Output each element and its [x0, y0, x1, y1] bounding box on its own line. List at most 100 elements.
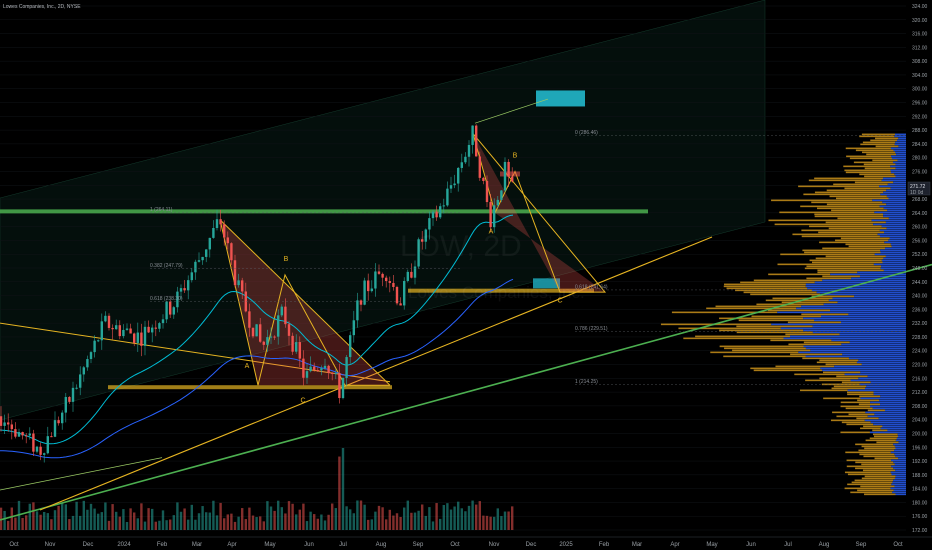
- time-tick-label: Oct: [9, 542, 19, 548]
- volume-bar: [25, 515, 28, 530]
- profile-bar-sell: [864, 167, 896, 170]
- candle-body: [17, 432, 21, 437]
- profile-bar-buy: [886, 195, 906, 198]
- pattern2-lines: [472, 133, 607, 293]
- volume-bar: [136, 518, 139, 530]
- price-axis[interactable]: 324.00 320.00 316.00 312.00 308.00 304.00 300.…: [912, 4, 928, 534]
- price-tick-label: 280.00: [912, 156, 928, 162]
- volume-bar: [100, 512, 103, 530]
- profile-bar-buy: [895, 167, 906, 170]
- volume-bar: [316, 518, 319, 530]
- time-axis[interactable]: Oct Nov Dec 2024 Feb Mar Apr May Jun Jul Aug Sep Oct…: [9, 542, 903, 548]
- volume-bar: [176, 502, 179, 530]
- profile-bar-buy: [807, 287, 906, 290]
- candle-body: [237, 280, 240, 286]
- profile-bar-sell: [814, 177, 884, 180]
- candle-body: [233, 260, 237, 286]
- candle-body: [208, 237, 211, 250]
- pattern1-lines: [219, 219, 390, 386]
- volume-bar: [237, 516, 240, 530]
- profile-bar-buy: [860, 397, 906, 400]
- volume-bar: [338, 456, 341, 530]
- profile-bar-sell: [770, 339, 832, 342]
- volume-bar: [431, 521, 435, 530]
- candle-body: [367, 280, 370, 292]
- candle-body: [97, 340, 100, 342]
- profile-bar-buy: [805, 355, 906, 358]
- candle-body: [338, 373, 341, 399]
- watermark-company: Lowes Companies, Inc.: [408, 283, 585, 302]
- profile-bar-sell: [753, 369, 823, 372]
- profile-bar-sell: [811, 295, 855, 298]
- profile-bar-sell: [863, 455, 896, 458]
- volume-bar: [251, 515, 255, 530]
- watermark-ticker: LOW, 2D: [400, 230, 522, 263]
- profile-bar-buy: [879, 185, 906, 188]
- profile-bar-buy: [895, 455, 906, 458]
- candle-body: [320, 368, 323, 371]
- profile-bar-buy: [849, 341, 906, 344]
- profile-bar-sell: [855, 149, 894, 152]
- profile-bar-sell: [851, 481, 893, 484]
- price-tick-label: 204.00: [912, 418, 928, 424]
- profile-bar-buy: [820, 293, 906, 296]
- profile-bar-buy: [894, 453, 906, 456]
- candle-body: [50, 436, 53, 438]
- time-tick-label: Nov: [45, 542, 56, 548]
- profile-bar-buy: [798, 351, 906, 354]
- candle-body: [395, 286, 399, 304]
- volume-bar: [345, 506, 348, 530]
- profile-bar-buy: [894, 485, 906, 488]
- volume-bar: [39, 514, 42, 530]
- fib-label: 0 (286.46): [575, 130, 598, 136]
- profile-bar-sell: [845, 243, 891, 246]
- profile-bar-buy: [828, 299, 906, 302]
- profile-bar-sell: [794, 373, 845, 376]
- profile-bar-buy: [873, 393, 906, 396]
- profile-bar-sell: [840, 431, 870, 434]
- candle-body: [334, 373, 337, 375]
- profile-bar-buy: [812, 331, 906, 334]
- profile-bar-buy: [891, 155, 906, 158]
- volume-bar: [460, 508, 463, 530]
- volume-bar: [3, 510, 6, 530]
- profile-bar-buy: [816, 291, 906, 294]
- profile-bar-buy: [886, 203, 906, 206]
- candle-body: [291, 335, 294, 352]
- volume-bar: [7, 520, 10, 530]
- volume-bar: [205, 512, 208, 530]
- candle-body: [89, 352, 93, 360]
- profile-bar-sell: [864, 447, 896, 450]
- profile-bar-sell: [823, 397, 861, 400]
- profile-bar-sell: [861, 445, 895, 448]
- profile-bar-sell: [706, 307, 797, 310]
- resistance-zone: [0, 209, 648, 214]
- time-tick-label: Aug: [819, 542, 830, 548]
- candle-body: [316, 370, 319, 372]
- price-tick-label: 224.00: [912, 349, 928, 355]
- candle-body: [413, 266, 417, 278]
- volume-bar: [43, 511, 46, 530]
- volume-bar: [208, 512, 211, 530]
- volume-bar: [82, 500, 85, 530]
- profile-bar-buy: [850, 379, 906, 382]
- profile-bar-buy: [891, 157, 906, 160]
- volume-bar: [57, 505, 60, 530]
- wave-label: B: [513, 153, 518, 160]
- profile-bar-buy: [873, 423, 906, 426]
- price-tick-label: 208.00: [912, 404, 928, 410]
- profile-bar-buy: [854, 295, 906, 298]
- volume-bar: [32, 502, 35, 530]
- profile-bar-sell: [864, 493, 896, 496]
- volume-bar: [104, 502, 107, 530]
- volume-bar: [129, 508, 132, 530]
- candle-body: [482, 177, 485, 181]
- profile-bar-sell: [874, 457, 899, 460]
- price-tick-label: 256.00: [912, 238, 928, 244]
- profile-bar-buy: [851, 277, 906, 280]
- profile-bar-buy: [870, 401, 906, 404]
- profile-bar-sell: [840, 401, 871, 404]
- candle-body: [298, 342, 301, 359]
- volume-bar: [158, 520, 161, 530]
- candle-body: [403, 280, 406, 306]
